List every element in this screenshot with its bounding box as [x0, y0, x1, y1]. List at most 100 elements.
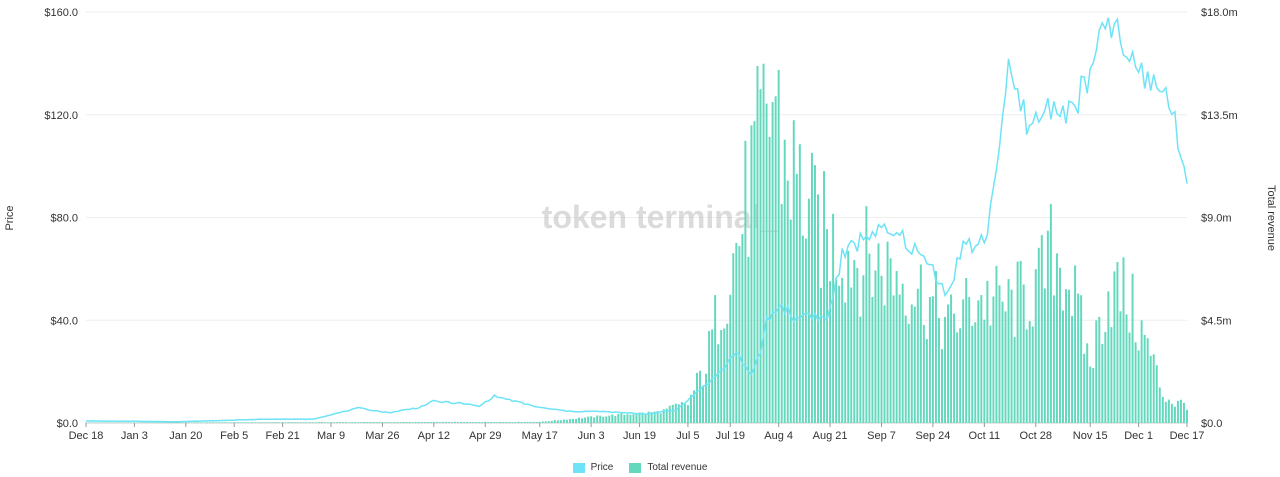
revenue-bar	[460, 421, 463, 423]
revenue-bar	[345, 422, 348, 423]
revenue-bar	[127, 422, 130, 423]
revenue-bar	[496, 422, 499, 423]
revenue-bar	[904, 315, 907, 423]
revenue-bar	[109, 422, 112, 424]
revenue-bar	[838, 285, 841, 423]
revenue-bar	[299, 422, 302, 423]
revenue-bar	[1019, 260, 1022, 423]
x-tick-label: Feb 21	[265, 430, 299, 442]
revenue-bar	[323, 422, 326, 423]
revenue-bar	[1037, 247, 1040, 423]
revenue-bar	[266, 422, 269, 423]
revenue-bar	[514, 422, 517, 423]
revenue-bar	[1010, 289, 1013, 423]
revenue-bar	[1104, 331, 1107, 423]
revenue-bar	[568, 418, 571, 423]
revenue-bar	[517, 421, 520, 423]
revenue-bar	[154, 422, 157, 423]
legend-item-revenue[interactable]: Total revenue	[629, 462, 707, 473]
revenue-bar	[166, 422, 169, 423]
revenue-bar	[417, 421, 420, 423]
revenue-bar	[257, 422, 260, 423]
revenue-bar	[956, 332, 959, 423]
revenue-bar	[813, 165, 816, 424]
revenue-bar	[989, 325, 992, 423]
revenue-bar	[968, 297, 971, 423]
revenue-bar	[1128, 332, 1131, 423]
revenue-bar	[907, 323, 910, 423]
revenue-bar	[432, 421, 435, 423]
revenue-bar	[314, 422, 317, 423]
revenue-bar	[1028, 321, 1031, 423]
revenue-bar	[1001, 301, 1004, 423]
x-tick-label: Jan 3	[121, 430, 148, 442]
revenue-bar	[1077, 293, 1080, 423]
revenue-bar	[136, 422, 139, 424]
revenue-bar	[481, 421, 484, 423]
revenue-bar	[611, 414, 614, 423]
revenue-bar	[484, 421, 487, 423]
revenue-bar	[375, 422, 378, 423]
revenue-bar	[1031, 326, 1034, 423]
revenue-bar	[348, 422, 351, 423]
revenue-bar	[550, 420, 553, 423]
x-tick-label: Oct 28	[1020, 430, 1052, 442]
x-tick-label: Aug 21	[813, 430, 848, 442]
revenue-bar	[1131, 273, 1134, 423]
revenue-bar	[178, 422, 181, 423]
revenue-bar	[411, 422, 414, 423]
x-tick-label: Apr 29	[469, 430, 501, 442]
revenue-bar	[508, 421, 511, 423]
revenue-bar	[738, 246, 741, 423]
revenue-bar	[674, 403, 677, 423]
revenue-bar	[302, 422, 305, 423]
revenue-bar	[629, 414, 632, 423]
revenue-bar	[230, 422, 233, 423]
revenue-bar	[493, 422, 496, 423]
revenue-bar	[130, 422, 133, 423]
revenue-bar	[245, 422, 248, 423]
revenue-bar	[783, 139, 786, 423]
revenue-bar	[895, 271, 898, 423]
revenue-bar	[251, 422, 254, 423]
revenue-bar	[765, 103, 768, 423]
revenue-bar	[520, 422, 523, 423]
revenue-bar	[1095, 320, 1098, 423]
revenue-bar	[490, 421, 493, 423]
revenue-bar	[1113, 271, 1116, 423]
revenue-bar	[605, 416, 608, 423]
revenue-bar	[218, 422, 221, 423]
revenue-bar	[581, 418, 584, 423]
revenue-bar	[278, 422, 281, 423]
revenue-bar	[756, 66, 759, 423]
revenue-bar	[133, 422, 136, 423]
revenue-bar	[1055, 253, 1058, 423]
revenue-bar	[732, 253, 735, 423]
revenue-bar	[236, 422, 239, 423]
revenue-bar	[260, 422, 263, 423]
revenue-bar	[919, 264, 922, 423]
revenue-bar	[272, 422, 275, 423]
revenue-bar	[578, 417, 581, 423]
revenue-bar	[408, 421, 411, 423]
revenue-bar	[584, 417, 587, 423]
legend-item-price[interactable]: Price	[572, 462, 613, 473]
revenue-bar	[311, 422, 314, 423]
revenue-bar	[1065, 289, 1067, 423]
revenue-bar	[269, 422, 272, 423]
revenue-bar	[487, 421, 490, 423]
revenue-bar	[544, 421, 547, 423]
x-tick-label: Apr 12	[418, 430, 450, 442]
revenue-bar	[705, 373, 708, 423]
revenue-bar	[447, 422, 450, 423]
revenue-bar	[148, 422, 151, 423]
revenue-bar	[883, 305, 886, 423]
x-tick-label: Jun 19	[623, 430, 656, 442]
revenue-bar	[575, 418, 577, 423]
revenue-bars	[85, 63, 1188, 424]
revenue-bar	[532, 421, 535, 423]
x-tick-label: Oct 11	[969, 430, 1001, 442]
revenue-bar	[469, 421, 472, 423]
revenue-bar	[992, 296, 995, 423]
